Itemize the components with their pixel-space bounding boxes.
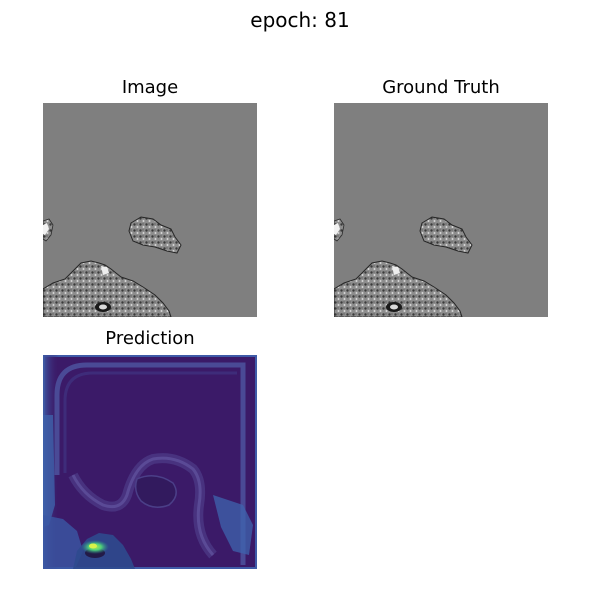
outer-contour	[54, 362, 246, 565]
bright-edge	[101, 266, 109, 275]
bright-spot	[43, 223, 49, 235]
panel-title-ground-truth: Ground Truth	[382, 77, 500, 98]
bright-edge	[392, 266, 400, 275]
inner-contour	[63, 371, 237, 473]
cavity-highlight	[99, 304, 107, 310]
panel-title-image: Image	[121, 77, 179, 98]
hotspot-core	[89, 543, 97, 549]
center-blob	[134, 475, 177, 508]
image-panel	[43, 103, 257, 317]
tissue-mass-bottom	[43, 260, 172, 317]
ground-truth-canvas	[334, 103, 548, 317]
tissue-blob-center	[419, 216, 473, 254]
panel-title-prediction: Prediction	[105, 328, 195, 349]
right-bright-band	[213, 495, 253, 555]
tissue-mass-bottom	[334, 260, 463, 317]
prediction-panel	[43, 355, 257, 569]
image-canvas	[43, 103, 257, 317]
prediction-canvas	[43, 355, 257, 569]
bright-spot	[334, 223, 340, 235]
tissue-blob-center	[128, 216, 182, 254]
cavity-highlight	[390, 304, 398, 310]
arch-highlight	[71, 456, 215, 557]
figure-title: epoch: 81	[250, 8, 350, 32]
lower-left-region	[43, 515, 83, 569]
ground-truth-panel	[334, 103, 548, 317]
left-strip	[43, 415, 55, 527]
